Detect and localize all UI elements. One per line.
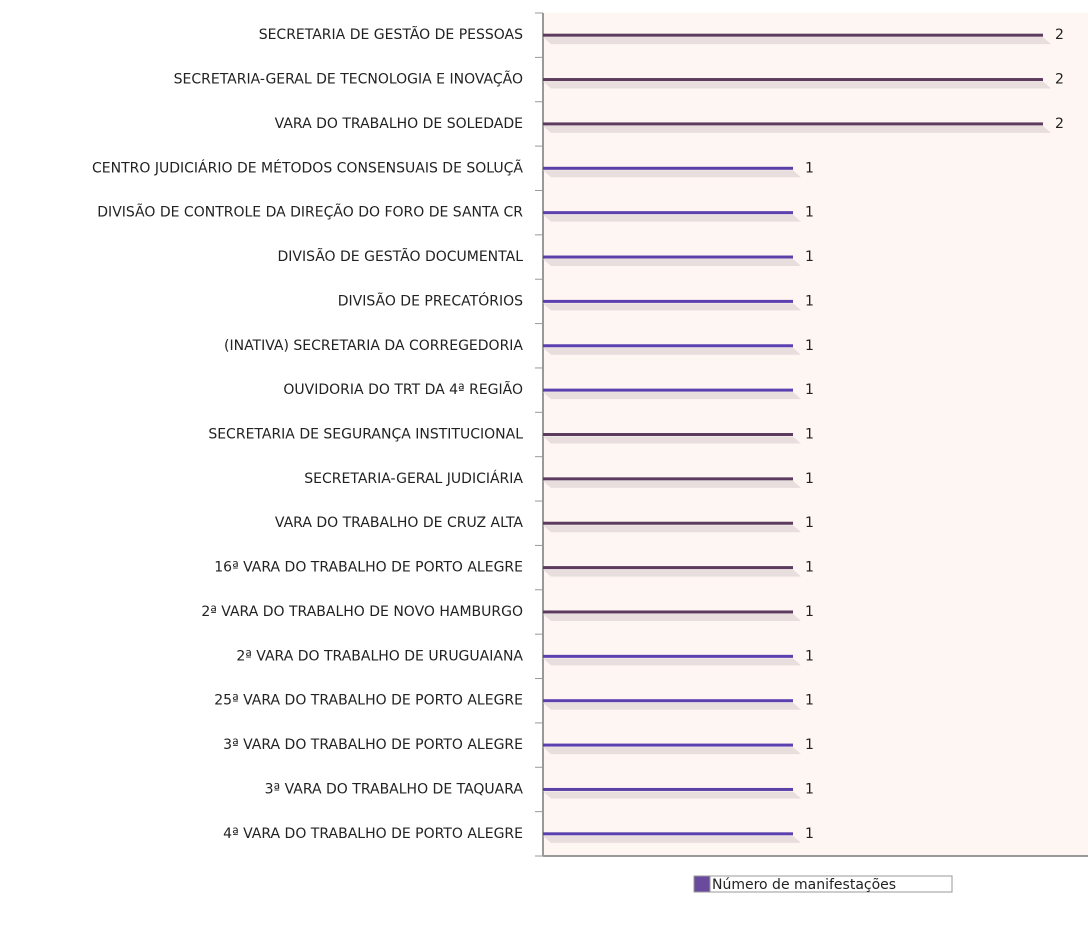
bar-shadow	[543, 214, 801, 222]
y-tick-label: SECRETARIA-GERAL JUDICIÁRIA	[304, 470, 523, 487]
y-tick-label: DIVISÃO DE GESTÃO DOCUMENTAL	[277, 248, 523, 265]
bar	[543, 610, 793, 614]
value-label: 1	[805, 515, 814, 531]
bar-shadow	[543, 835, 801, 843]
bar-shadow	[543, 791, 801, 799]
bar	[543, 166, 793, 170]
bar	[543, 255, 793, 259]
value-label: 1	[805, 382, 814, 398]
bar-shadow	[543, 303, 801, 311]
bar	[543, 521, 793, 525]
bar-shadow	[543, 480, 801, 488]
bar-shadow	[543, 170, 801, 178]
value-label: 1	[805, 604, 814, 620]
bar-shadow	[543, 613, 801, 621]
y-tick-label: CENTRO JUDICIÁRIO DE MÉTODOS CONSENSUAIS…	[92, 159, 523, 176]
y-tick-label: OUVIDORIA DO TRT DA 4ª REGIÃO	[283, 381, 523, 398]
legend-swatch	[693, 875, 711, 893]
y-tick-label: 16ª VARA DO TRABALHO DE PORTO ALEGRE	[214, 560, 523, 576]
bar-shadow	[543, 747, 801, 755]
bar	[543, 78, 1043, 82]
value-label: 1	[805, 648, 814, 664]
value-label: 2	[1055, 72, 1064, 88]
bar-shadow	[543, 347, 801, 355]
value-label: 1	[805, 737, 814, 753]
legend-label: Número de manifestações	[712, 877, 896, 893]
legend-box	[693, 875, 953, 893]
value-label: 1	[805, 160, 814, 176]
bar-shadow	[543, 392, 801, 400]
bar	[543, 743, 793, 747]
value-label: 1	[805, 293, 814, 309]
y-tick-label: SECRETARIA DE GESTÃO DE PESSOAS	[259, 26, 523, 43]
y-tick-label: DIVISÃO DE PRECATÓRIOS	[338, 291, 523, 309]
value-label: 1	[805, 205, 814, 221]
value-label: 1	[805, 427, 814, 443]
y-tick-label: 4ª VARA DO TRABALHO DE PORTO ALEGRE	[223, 826, 523, 842]
y-tick-label: 25ª VARA DO TRABALHO DE PORTO ALEGRE	[214, 693, 523, 709]
bar-shadow	[543, 658, 801, 666]
bar-shadow	[543, 259, 801, 267]
value-label: 1	[805, 249, 814, 265]
y-tick-label: VARA DO TRABALHO DE CRUZ ALTA	[275, 515, 523, 531]
y-tick-label: 2ª VARA DO TRABALHO DE NOVO HAMBURGO	[201, 604, 523, 620]
bar-shadow	[543, 436, 801, 444]
bar	[543, 477, 793, 481]
bar	[543, 654, 793, 658]
value-label: 2	[1055, 116, 1064, 132]
y-tick-label: DIVISÃO DE CONTROLE DA DIREÇÃO DO FORO D…	[97, 204, 523, 221]
value-label: 1	[805, 471, 814, 487]
y-tick-label: VARA DO TRABALHO DE SOLEDADE	[275, 116, 523, 132]
bar-shadow	[543, 702, 801, 710]
bar	[543, 566, 793, 570]
y-tick-label: (INATIVA) SECRETARIA DA CORREGEDORIA	[224, 338, 523, 354]
y-tick-label: 3ª VARA DO TRABALHO DE PORTO ALEGRE	[223, 737, 523, 753]
bar	[543, 211, 793, 215]
value-label: 1	[805, 693, 814, 709]
bar	[543, 433, 793, 436]
y-tick-label: SECRETARIA DE SEGURANÇA INSTITUCIONAL	[208, 427, 523, 443]
value-label: 2	[1055, 27, 1064, 43]
value-label: 1	[805, 781, 814, 797]
bar-shadow	[543, 125, 1051, 133]
y-tick-label: 2ª VARA DO TRABALHO DE URUGUAIANA	[236, 648, 523, 664]
bar	[543, 122, 1043, 126]
bar-shadow	[543, 81, 1051, 89]
bar	[543, 299, 793, 303]
bar	[543, 832, 793, 836]
bar-shadow	[543, 569, 801, 577]
bar-shadow	[543, 525, 801, 533]
value-label: 1	[805, 338, 814, 354]
bar	[543, 699, 793, 703]
bar	[543, 388, 793, 392]
value-label: 1	[805, 826, 814, 842]
bar-shadow	[543, 37, 1051, 45]
y-tick-label: 3ª VARA DO TRABALHO DE TAQUARA	[265, 781, 524, 797]
bar	[543, 344, 793, 348]
bar	[543, 33, 1043, 37]
bar	[543, 787, 793, 791]
value-label: 1	[805, 560, 814, 576]
y-tick-label: SECRETARIA-GERAL DE TECNOLOGIA E INOVAÇÃ…	[174, 71, 523, 88]
